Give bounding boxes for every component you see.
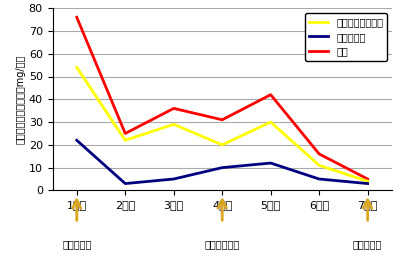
Y-axis label: 一日あたりの吸収量（mg/日）: 一日あたりの吸収量（mg/日） [16, 55, 26, 144]
Text: 二番茶摘採: 二番茶摘採 [353, 240, 382, 250]
Text: 第一葉開葉期: 第一葉開葉期 [204, 240, 240, 250]
Text: 一番茶摘採: 一番茶摘採 [62, 240, 91, 250]
Legend: アンモニア態窒素, 硝酸態窒素, 合計: アンモニア態窒素, 硝酸態窒素, 合計 [305, 13, 387, 61]
